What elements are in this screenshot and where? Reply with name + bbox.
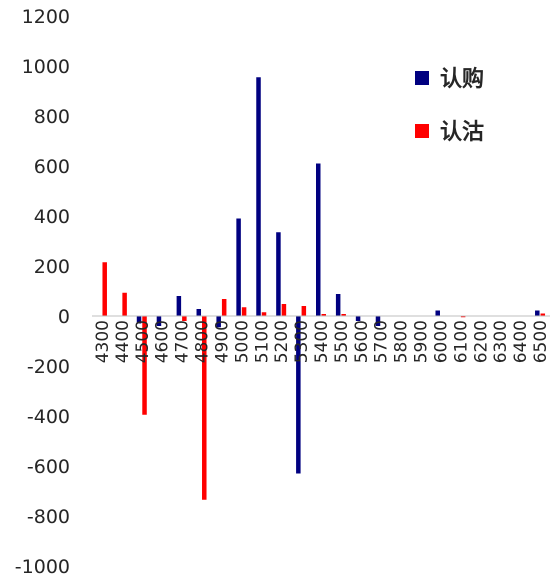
legend-swatch-call [415,71,429,85]
x-tick-label: 5600 [352,320,372,363]
x-tick-label: 5800 [392,320,412,363]
bar-call-5700 [375,316,381,326]
x-tick-label: 4600 [153,320,173,363]
bar-call-5100 [256,77,261,316]
x-tick-label: 6100 [451,320,471,363]
y-tick-label: 400 [34,206,70,228]
bar-call-5400 [316,163,321,316]
x-tick-label: 5500 [332,320,352,363]
bar-put-4700 [182,316,187,321]
x-tick-label: 6200 [471,320,491,363]
bar-put-5200 [281,304,287,316]
x-tick-label: 5300 [292,320,312,363]
y-tick-label: 600 [34,156,70,178]
x-tick-label: 4800 [193,320,213,363]
x-tick-label: 6400 [511,320,531,363]
y-tick-label: -200 [27,356,70,378]
bar-call-4800 [196,309,202,316]
bar-put-4800 [202,316,207,500]
y-tick-label: 1200 [22,6,70,28]
x-tick-label: 5900 [412,320,432,363]
y-tick-label: -600 [27,456,70,478]
y-tick-label: -800 [27,506,70,528]
x-tick-label: 6300 [491,320,511,363]
bar-put-5100 [261,312,267,316]
bar-call-5600 [355,316,361,321]
x-tick-label: 5200 [272,320,292,363]
y-tick-label: 200 [34,256,70,278]
bar-put-4500 [142,316,147,415]
bar-put-5400 [321,314,326,316]
bar-put-4900 [221,299,227,316]
bar-call-5000 [236,218,241,316]
legend-swatch-put [415,124,429,138]
bar-put-6500 [540,313,546,316]
x-tick-label: 4700 [173,320,193,363]
bar-put-5000 [241,307,247,316]
bar-put-5500 [341,314,346,316]
x-tick-label: 4400 [113,320,133,363]
x-tick-label: 4300 [93,320,113,363]
bar-call-4700 [176,296,182,316]
y-tick-label: -400 [27,406,70,428]
bar-put-5300 [301,306,307,316]
x-tick-label: 5100 [252,320,272,363]
x-tick-label: 5400 [312,320,332,363]
x-tick-label: 4500 [133,320,153,363]
bar-call-4500 [136,316,142,324]
bar-call-4600 [156,316,162,326]
y-tick-label: 0 [58,306,70,328]
x-tick-label: 5700 [372,320,392,363]
legend-label-call: 认购 [440,66,484,92]
bar-call-5200 [276,232,281,316]
x-tick-label: 6500 [531,320,551,363]
bar-put-4400 [122,292,127,316]
bar-call-6500 [535,310,540,316]
bar-call-6000 [435,310,440,316]
bar-put-4300 [102,262,107,316]
x-tick-label: 5000 [232,320,252,363]
x-tick-label: 6000 [431,320,451,363]
y-tick-label: -1000 [15,556,70,578]
bar-call-5300 [296,316,301,474]
bar-call-5500 [335,294,341,316]
y-tick-label: 800 [34,106,70,128]
y-tick-label: 1000 [22,56,70,78]
x-tick-label: 4900 [212,320,232,363]
bar-put-6100 [460,316,466,318]
legend-label-put: 认沽 [440,120,484,145]
bar-call-4900 [216,316,221,328]
